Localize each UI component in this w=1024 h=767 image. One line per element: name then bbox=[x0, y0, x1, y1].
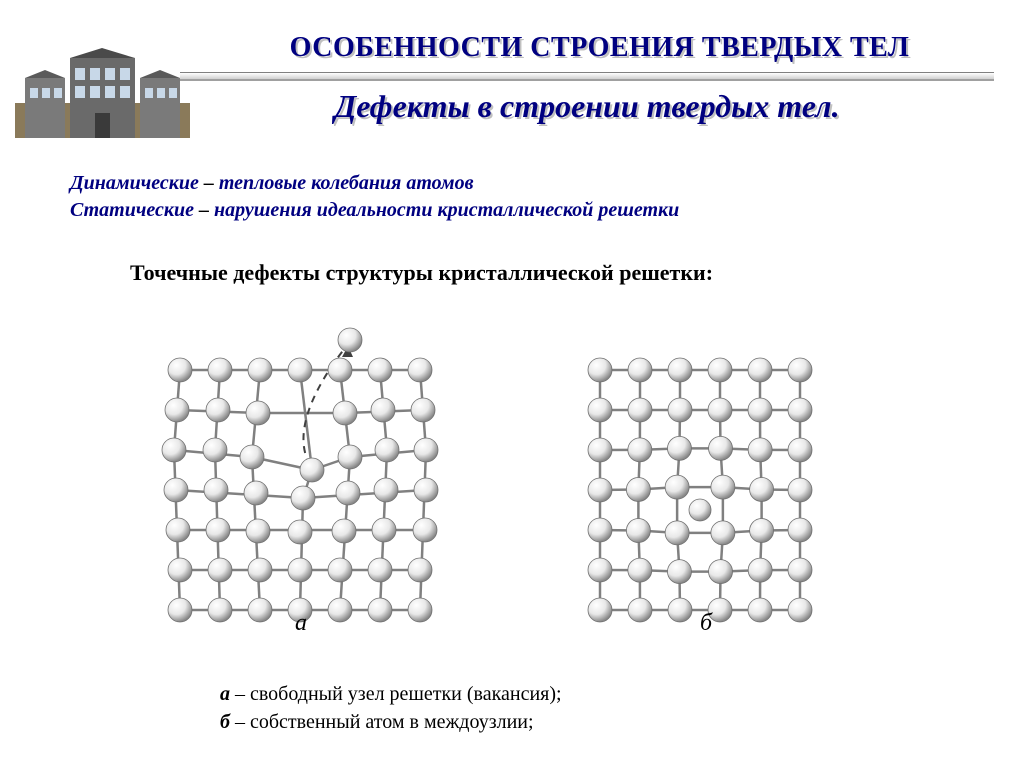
definition-static: Статические – нарушения идеальности крис… bbox=[70, 197, 984, 224]
term-dynamic: Динамические bbox=[70, 172, 199, 194]
header: ОСОБЕННОСТИ СТРОЕНИЯ ТВЕРДЫХ ТЕЛ bbox=[205, 32, 994, 64]
term-static: Статические bbox=[70, 199, 194, 221]
subheading: Точечные дефекты структуры кристаллическ… bbox=[130, 260, 984, 286]
legend-line-b: б – собственный атом в междоузлии; bbox=[220, 708, 562, 736]
definitions: Динамические – тепловые колебания атомов… bbox=[70, 170, 984, 224]
subtitle: Дефекты в строении твердых тел. bbox=[180, 88, 994, 125]
definition-dynamic: Динамические – тепловые колебания атомов bbox=[70, 170, 984, 197]
diagrams-area: а б bbox=[0, 310, 1024, 650]
label-b: б bbox=[700, 610, 712, 637]
building-logo bbox=[15, 48, 190, 138]
legend-line-a: а – свободный узел решетки (вакансия); bbox=[220, 680, 562, 708]
legend: а – свободный узел решетки (вакансия); б… bbox=[220, 680, 562, 736]
header-title: ОСОБЕННОСТИ СТРОЕНИЯ ТВЕРДЫХ ТЕЛ bbox=[290, 32, 910, 63]
label-a: а bbox=[295, 610, 307, 637]
divider bbox=[180, 72, 994, 81]
lattice-svg bbox=[0, 310, 1024, 650]
